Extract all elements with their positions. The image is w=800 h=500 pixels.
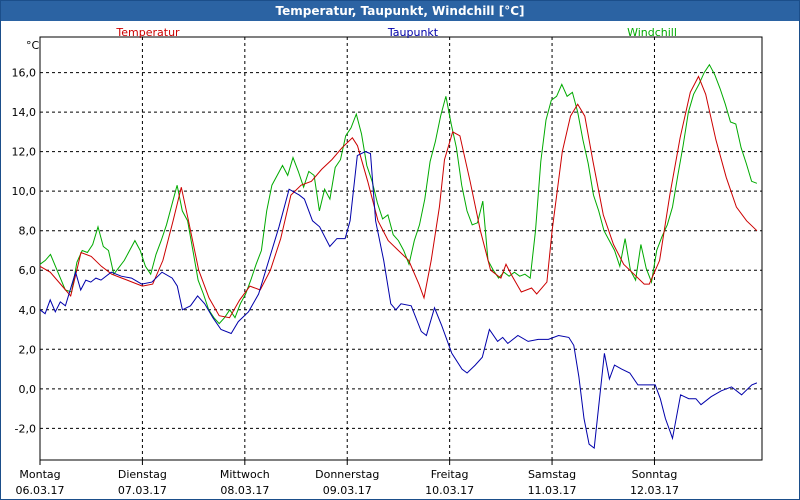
x-tick-day: Dienstag bbox=[118, 468, 167, 481]
y-axis-unit: °C bbox=[26, 39, 40, 52]
x-tick-date: 08.03.17 bbox=[220, 484, 269, 497]
y-tick-label: 12,0 bbox=[12, 146, 37, 159]
x-tick-day: Samstag bbox=[528, 468, 576, 481]
x-tick-day: Sonntag bbox=[632, 468, 678, 481]
y-tick-label: 2,0 bbox=[19, 343, 37, 356]
legend-temperatur: Temperatur bbox=[115, 26, 180, 39]
y-tick-label: 16,0 bbox=[12, 67, 37, 80]
x-tick-date: 07.03.17 bbox=[118, 484, 167, 497]
legend-taupunkt: Taupunkt bbox=[387, 26, 439, 39]
x-tick-date: 12.03.17 bbox=[630, 484, 679, 497]
y-tick-label: 6,0 bbox=[19, 264, 37, 277]
x-tick-day: Freitag bbox=[431, 468, 469, 481]
x-tick-date: 06.03.17 bbox=[16, 484, 65, 497]
y-tick-label: 8,0 bbox=[19, 225, 37, 238]
x-tick-date: 10.03.17 bbox=[425, 484, 474, 497]
series-line-windchill bbox=[39, 63, 758, 325]
series-line-taupunkt bbox=[39, 151, 758, 450]
chart-title: Temperatur, Taupunkt, Windchill [°C] bbox=[1, 1, 799, 21]
x-tick-day: Donnerstag bbox=[315, 468, 379, 481]
y-tick-label: 10,0 bbox=[12, 185, 37, 198]
legend-windchill: Windchill bbox=[627, 26, 677, 39]
x-tick-day: Montag bbox=[19, 468, 60, 481]
x-tick-date: 11.03.17 bbox=[528, 484, 577, 497]
plot-area bbox=[39, 36, 763, 461]
y-tick-label: 0,0 bbox=[19, 383, 37, 396]
y-tick-label: -2,0 bbox=[15, 422, 36, 435]
x-tick-day: Mittwoch bbox=[220, 468, 270, 481]
x-tick-date: 09.03.17 bbox=[323, 484, 372, 497]
series-line-temperatur bbox=[39, 75, 758, 319]
y-tick-label: 4,0 bbox=[19, 304, 37, 317]
y-tick-label: 14,0 bbox=[12, 106, 37, 119]
